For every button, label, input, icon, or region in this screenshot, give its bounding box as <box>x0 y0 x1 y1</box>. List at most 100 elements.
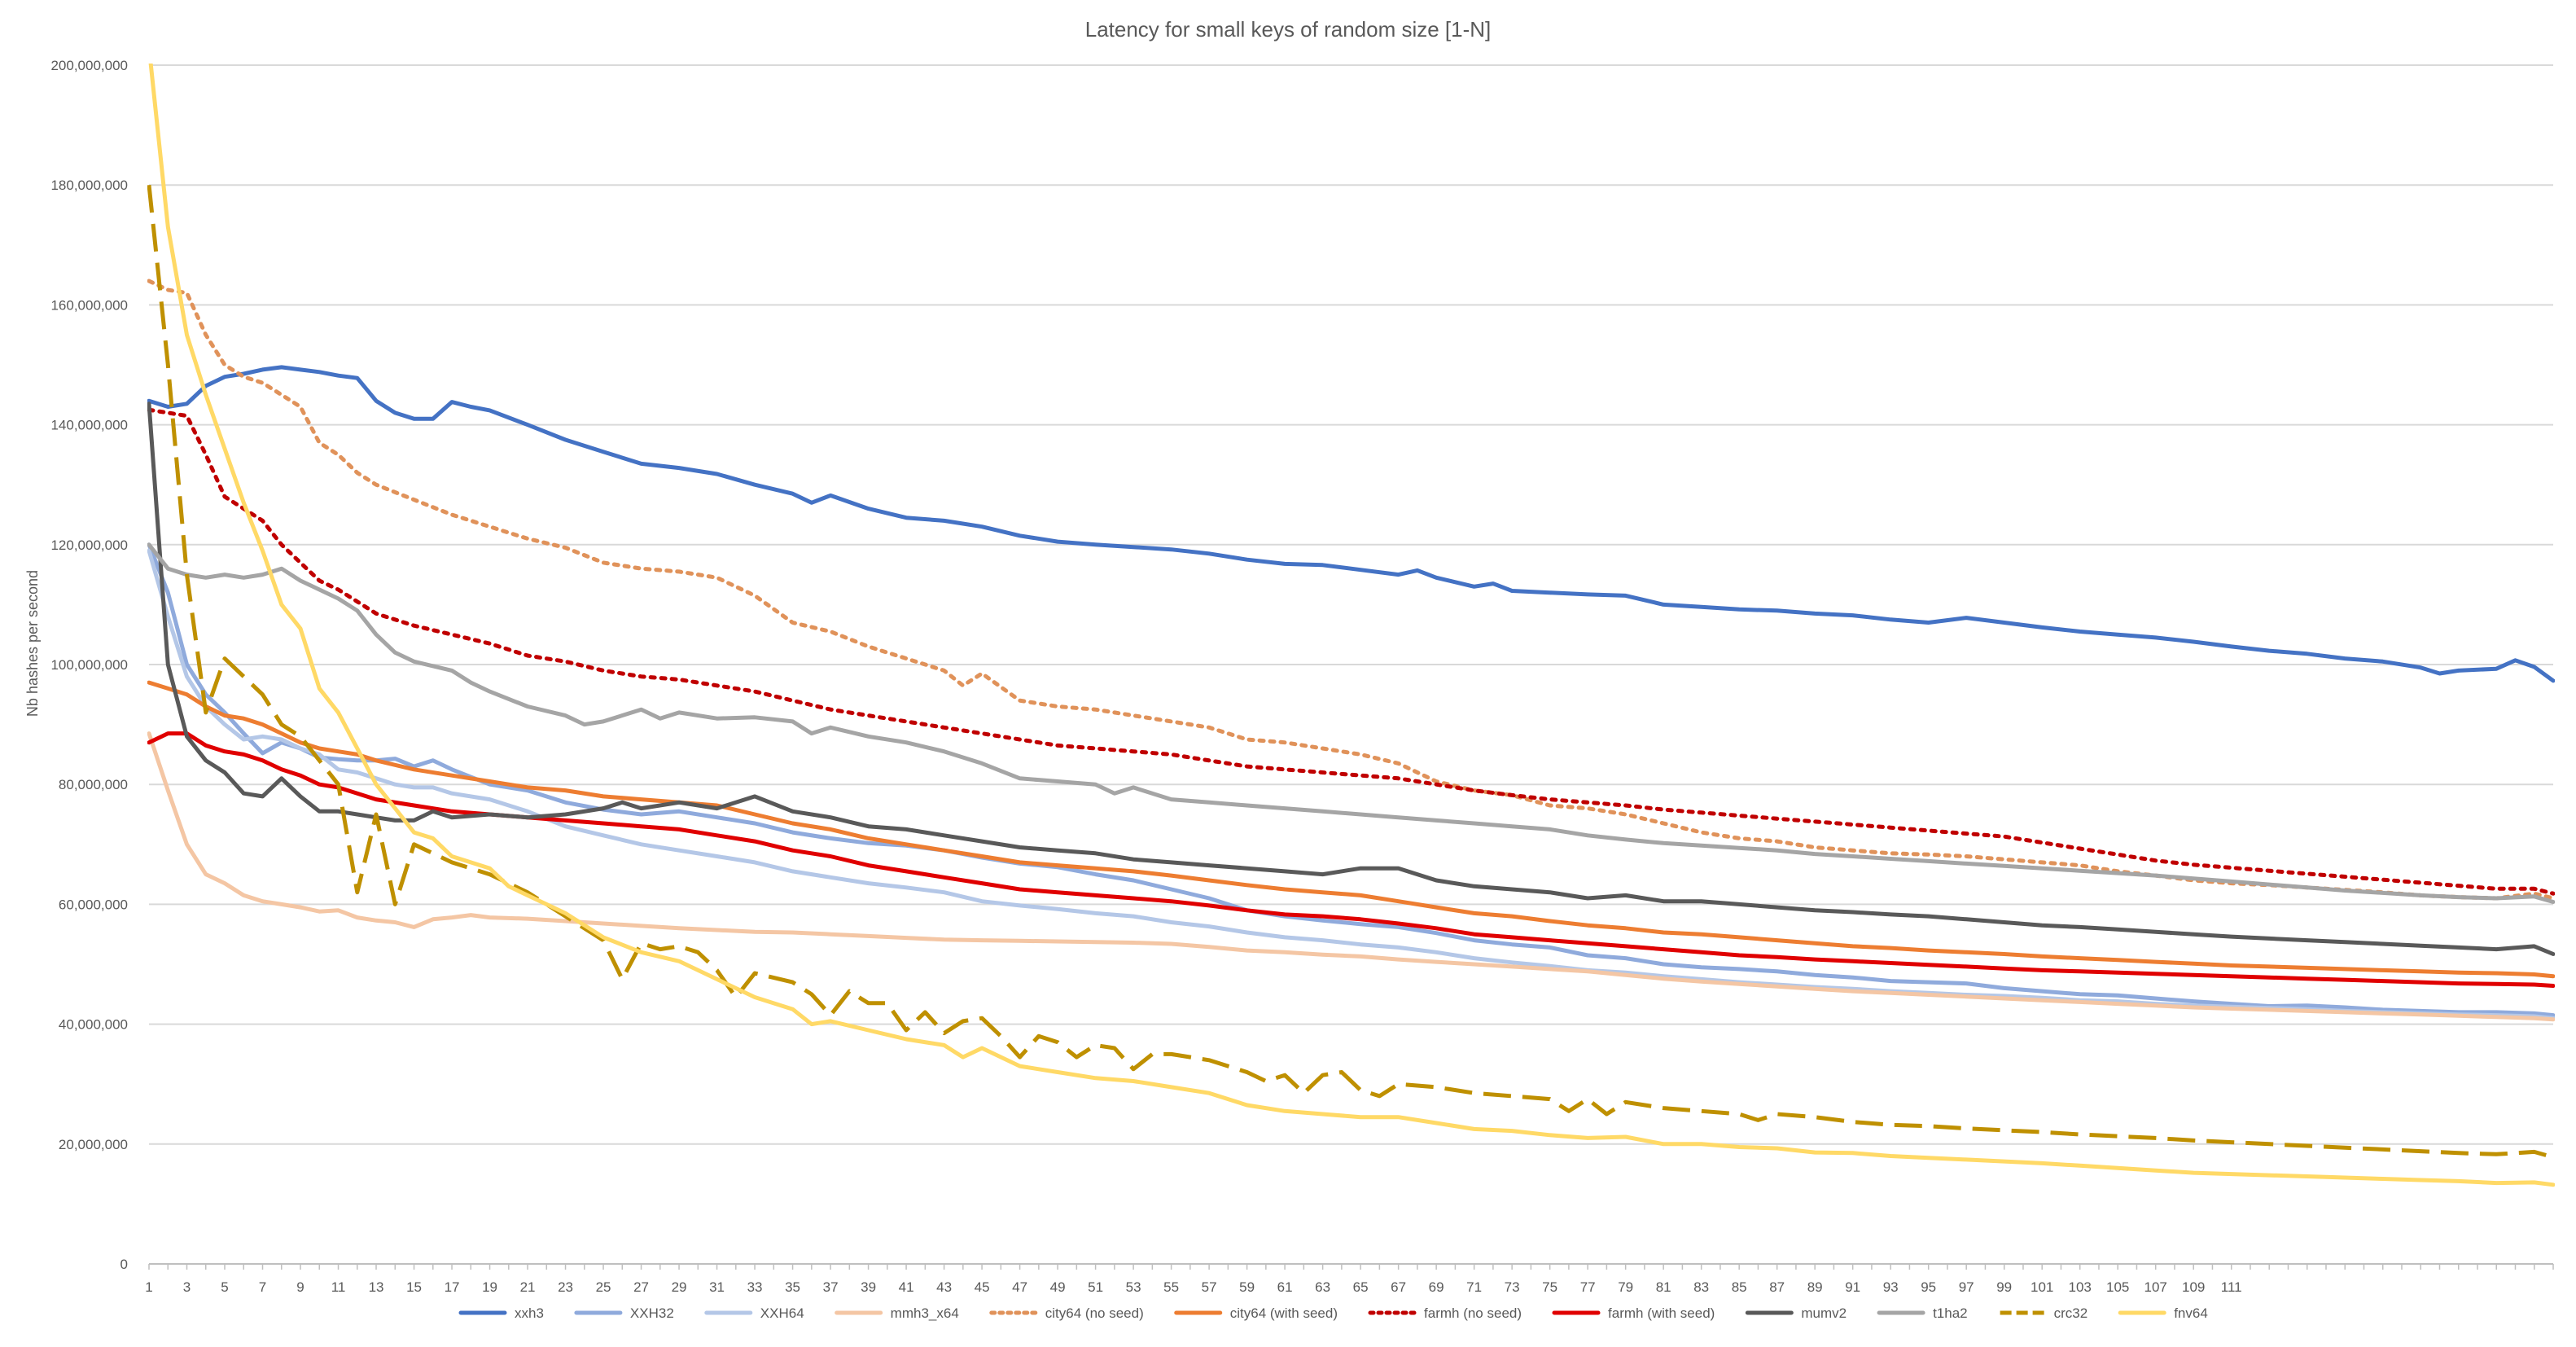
x-tick-label: 57 <box>1202 1279 1217 1295</box>
x-tick-label: 45 <box>975 1279 990 1295</box>
x-tick-label: 47 <box>1012 1279 1027 1295</box>
x-tick-label: 61 <box>1277 1279 1293 1295</box>
legend-item: fnv64 <box>2118 1305 2208 1321</box>
x-tick-label: 1 <box>145 1279 152 1295</box>
x-tick-label: 51 <box>1088 1279 1103 1295</box>
legend-label: city64 (no seed) <box>1045 1305 1144 1321</box>
x-tick-label: 93 <box>1883 1279 1899 1295</box>
x-tick-label: 53 <box>1126 1279 1141 1295</box>
legend-item: farmh (no seed) <box>1368 1305 1522 1321</box>
x-tick-label: 59 <box>1239 1279 1255 1295</box>
gridlines <box>149 64 2553 1265</box>
x-tick-label: 17 <box>445 1279 460 1295</box>
chart-title: Latency for small keys of random size [1… <box>1085 17 1492 42</box>
legend-label: XXH64 <box>760 1305 804 1321</box>
x-tick-label: 97 <box>1959 1279 1974 1295</box>
x-tick-label: 111 <box>2221 1279 2242 1295</box>
x-tick-label: 89 <box>1807 1279 1823 1295</box>
y-tick-label: 0 <box>120 1257 128 1272</box>
x-tick-label: 37 <box>823 1279 839 1295</box>
series-line-farmh-with-seed <box>147 731 2555 988</box>
x-tick-label: 7 <box>259 1279 266 1295</box>
legend-item: crc32 <box>2000 1305 2088 1321</box>
y-axis-label: Nb hashes per second <box>24 570 41 717</box>
x-tick-label: 87 <box>1769 1279 1785 1295</box>
y-tick-label: 80,000,000 <box>59 777 128 792</box>
x-tick-label: 103 <box>2069 1279 2092 1295</box>
x-tick-label: 105 <box>2106 1279 2129 1295</box>
legend-label: xxh3 <box>515 1305 544 1321</box>
x-tick-label: 99 <box>1996 1279 2012 1295</box>
legend-item: XXH64 <box>704 1305 804 1321</box>
x-tick-label: 3 <box>183 1279 191 1295</box>
x-tick-label: 73 <box>1505 1279 1520 1295</box>
series-line-xxh3 <box>147 365 2555 683</box>
x-tick-label: 29 <box>672 1279 687 1295</box>
series-line-xxh64 <box>147 548 2555 1020</box>
y-tick-label: 180,000,000 <box>50 178 128 193</box>
legend-item: t1ha2 <box>1877 1305 1968 1321</box>
x-tick-label: 63 <box>1315 1279 1330 1295</box>
x-tick-label: 5 <box>221 1279 228 1295</box>
series-line-crc32 <box>147 184 2554 1160</box>
x-tick-label: 11 <box>331 1279 346 1295</box>
legend-label: farmh (with seed) <box>1608 1305 1715 1321</box>
x-tick-label: 33 <box>747 1279 763 1295</box>
x-tick-label: 21 <box>520 1279 536 1295</box>
series-line-mmh3-x64 <box>147 731 2555 1022</box>
y-tick-label: 20,000,000 <box>59 1137 128 1152</box>
y-tick-label: 160,000,000 <box>50 297 128 313</box>
legend-label: fnv64 <box>2174 1305 2208 1321</box>
x-tick-label: 75 <box>1542 1279 1557 1295</box>
x-tick-label: 85 <box>1732 1279 1747 1295</box>
series-line-farmh-no-seed <box>147 407 2555 896</box>
y-tick-label: 60,000,000 <box>59 897 128 912</box>
legend-label: mumv2 <box>1801 1305 1847 1321</box>
x-tick-label: 23 <box>558 1279 573 1295</box>
legend-label: crc32 <box>2054 1305 2088 1321</box>
legend-label: XXH32 <box>630 1305 674 1321</box>
legend-item: city64 (no seed) <box>989 1305 1144 1321</box>
x-tick-label: 39 <box>861 1279 876 1295</box>
legend-item: city64 (with seed) <box>1174 1305 1338 1321</box>
x-tick-label: 55 <box>1163 1279 1179 1295</box>
y-tick-label: 140,000,000 <box>50 418 128 433</box>
legend-item: mmh3_x64 <box>835 1305 959 1321</box>
x-tick-label: 101 <box>2031 1279 2053 1295</box>
y-tick-label: 40,000,000 <box>59 1017 128 1033</box>
x-tick-label: 91 <box>1845 1279 1860 1295</box>
x-tick-label: 49 <box>1050 1279 1066 1295</box>
x-tick-label: 67 <box>1391 1279 1406 1295</box>
legend-item: mumv2 <box>1745 1305 1847 1321</box>
legend-item: xxh3 <box>458 1305 544 1321</box>
x-tick-label: 9 <box>296 1279 304 1295</box>
x-tick-label: 25 <box>596 1279 611 1295</box>
series-line-mumv2 <box>147 401 2555 956</box>
y-tick-label: 100,000,000 <box>50 657 128 673</box>
x-tick-label: 81 <box>1656 1279 1671 1295</box>
x-tick-label: 65 <box>1353 1279 1369 1295</box>
x-tick-label: 41 <box>899 1279 914 1295</box>
x-tick-label: 19 <box>482 1279 497 1295</box>
x-tick-label: 69 <box>1429 1279 1444 1295</box>
x-tick-label: 77 <box>1580 1279 1596 1295</box>
series-line-city64-with-seed <box>147 680 2555 979</box>
x-tick-label: 13 <box>369 1279 384 1295</box>
x-tick-label: 71 <box>1466 1279 1482 1295</box>
plot-area <box>147 64 2555 1187</box>
series-lines <box>147 64 2555 1187</box>
series-line-fnv64 <box>148 64 2555 1187</box>
x-tick-label: 27 <box>633 1279 649 1295</box>
legend-label: mmh3_x64 <box>891 1305 959 1321</box>
x-tick-label: 83 <box>1693 1279 1709 1295</box>
x-axis: 1 3 5 7 9 11 13 15 17 19 21 23 25 27 29 31 33 35 37 39 41 43 4… <box>145 1264 2554 1295</box>
legend-item: farmh (with seed) <box>1552 1305 1715 1321</box>
legend-label: t1ha2 <box>1933 1305 1968 1321</box>
legend-label: city64 (with seed) <box>1230 1305 1338 1321</box>
y-axis-ticks: 0 20,000,000 40,000,000 60,000,000 80,000,00… <box>50 58 128 1272</box>
y-tick-label: 120,000,000 <box>50 537 128 553</box>
y-tick-label: 200,000,000 <box>50 58 128 73</box>
x-tick-label: 95 <box>1921 1279 1936 1295</box>
